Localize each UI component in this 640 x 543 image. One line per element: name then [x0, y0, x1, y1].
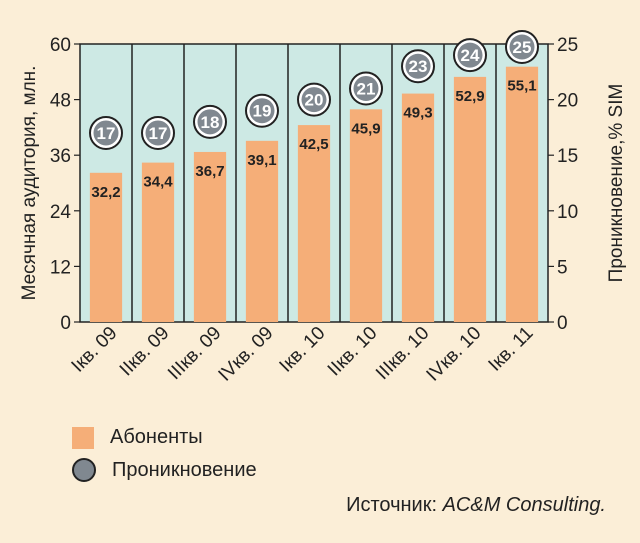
bar-value-label: 42,5	[299, 136, 328, 153]
penetration-value-label: 17	[97, 124, 116, 143]
y-tick-label: 12	[50, 257, 71, 278]
x-tick-label: Iкв. 11	[485, 323, 538, 376]
y2-tick-label: 10	[557, 202, 578, 223]
bar-value-label: 45,9	[351, 120, 380, 137]
y2-tick-label: 20	[557, 91, 578, 112]
bar-value-label: 52,9	[455, 88, 484, 105]
penetration-value-label: 24	[461, 46, 480, 65]
y2-tick-label: 0	[557, 313, 568, 334]
y2-tick-label: 25	[557, 35, 578, 56]
bar	[297, 125, 331, 322]
source-prefix: Источник:	[346, 494, 443, 516]
x-tick-label: IVкв. 09	[215, 323, 278, 386]
y-tick-label: 48	[50, 91, 71, 112]
penetration-marker	[509, 34, 535, 60]
bar	[245, 140, 279, 322]
penetration-marker	[301, 87, 327, 113]
bar	[349, 109, 383, 322]
bar	[141, 162, 175, 322]
penetration-value-label: 17	[149, 124, 168, 143]
x-tick-label: Iкв. 09	[68, 323, 122, 377]
penetration-marker	[353, 75, 379, 101]
x-tick-label: IIкв. 09	[116, 323, 174, 381]
penetration-value-label: 21	[357, 79, 376, 98]
penetration-marker	[249, 98, 275, 124]
y-tick-label: 0	[60, 313, 71, 334]
penetration-marker	[457, 42, 483, 68]
y-axis-label: Месячная аудитория, млн.	[19, 66, 40, 301]
y2-tick-label: 15	[557, 146, 578, 167]
source-name: AC&M Consulting.	[442, 494, 606, 516]
bar-value-label: 36,7	[195, 163, 224, 180]
bar-value-label: 55,1	[507, 78, 536, 95]
legend-label-penetration: Проникновение	[112, 458, 257, 481]
penetration-marker	[145, 120, 171, 146]
x-tick-label: IIкв. 10	[324, 323, 382, 381]
source-note: Источник: AC&M Consulting.	[346, 494, 606, 517]
bar-value-label: 39,1	[247, 152, 276, 169]
legend-swatch-bar	[72, 426, 94, 449]
bar	[453, 76, 487, 322]
legend-swatch-marker	[72, 458, 96, 482]
bar-value-label: 34,4	[143, 174, 173, 191]
penetration-value-label: 20	[305, 91, 324, 110]
bar-value-label: 32,2	[91, 184, 120, 201]
penetration-value-label: 23	[409, 57, 428, 76]
y-tick-label: 36	[50, 146, 71, 167]
penetration-value-label: 25	[513, 38, 532, 57]
legend-subscribers: Абоненты	[72, 426, 203, 449]
legend-label-subscribers: Абоненты	[110, 426, 203, 448]
penetration-marker	[197, 109, 223, 135]
penetration-value-label: 18	[201, 113, 220, 132]
x-tick-label: Iкв. 10	[276, 323, 330, 377]
y-tick-label: 60	[50, 35, 71, 56]
bar	[193, 151, 227, 322]
x-tick-label: IVкв. 10	[423, 323, 486, 386]
x-tick-label: IIIкв. 10	[372, 323, 433, 384]
legend-penetration: Проникновение	[72, 458, 257, 482]
penetration-marker	[405, 53, 431, 79]
bar	[505, 66, 539, 322]
penetration-value-label: 19	[253, 102, 272, 121]
y-tick-label: 24	[50, 202, 72, 223]
penetration-marker	[93, 120, 119, 146]
bar	[401, 93, 435, 323]
bar	[89, 172, 123, 322]
bar-value-label: 49,3	[403, 105, 432, 122]
y2-axis-label: Проникновение,% SIM	[606, 84, 627, 283]
y2-tick-label: 5	[557, 257, 568, 278]
x-tick-label: IIIкв. 09	[164, 323, 225, 384]
